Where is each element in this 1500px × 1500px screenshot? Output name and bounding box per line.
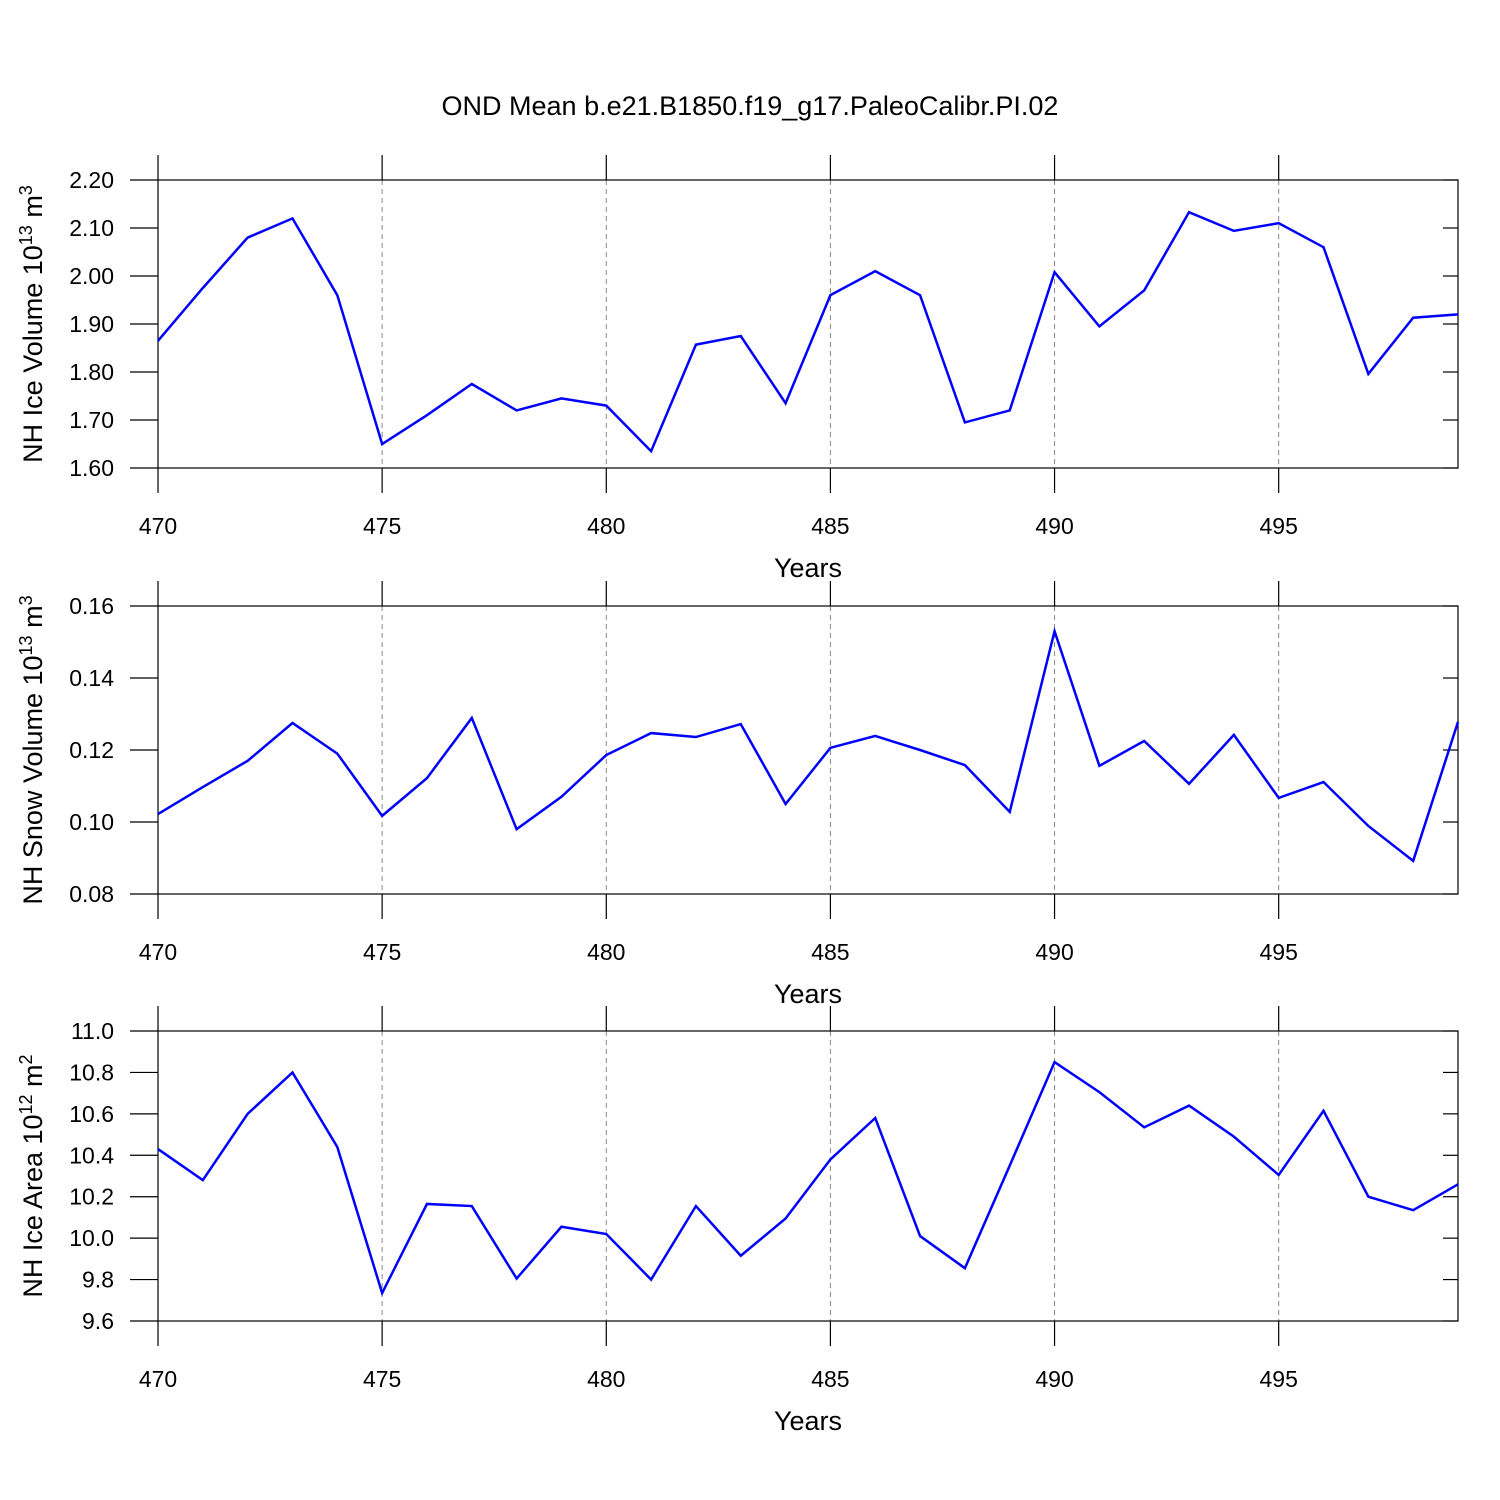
figure-title: OND Mean b.e21.B1850.f19_g17.PaleoCalibr… bbox=[442, 91, 1059, 121]
y-tick-label: 2.10 bbox=[69, 215, 114, 241]
y-tick-label: 10.4 bbox=[69, 1142, 114, 1168]
x-tick-label: 480 bbox=[587, 1366, 625, 1392]
x-axis-label: Years bbox=[774, 1406, 842, 1436]
y-axis-label-superscript: 3 bbox=[16, 595, 36, 605]
y-axis-label-part: NH Ice Volume 10 bbox=[18, 245, 48, 463]
y-axis-label-part: m bbox=[18, 605, 48, 635]
x-tick-label: 495 bbox=[1260, 513, 1298, 539]
plot-frame bbox=[157, 1030, 1459, 1322]
y-axis-label: NH Ice Area 1012 m2 bbox=[16, 1054, 48, 1297]
x-tick-label: 475 bbox=[363, 513, 401, 539]
x-tick-label: 495 bbox=[1260, 939, 1298, 965]
x-tick-label: 475 bbox=[363, 1366, 401, 1392]
x-tick-label: 475 bbox=[363, 939, 401, 965]
x-tick-label: 485 bbox=[811, 1366, 849, 1392]
y-tick-label: 9.6 bbox=[82, 1308, 114, 1334]
y-axis-label-superscript: 12 bbox=[16, 1094, 36, 1114]
y-tick-label: 0.12 bbox=[69, 737, 114, 763]
x-tick-label: 485 bbox=[811, 939, 849, 965]
y-axis-label-superscript: 13 bbox=[16, 225, 36, 245]
y-tick-label: 10.0 bbox=[69, 1225, 114, 1251]
y-tick-label: 2.00 bbox=[69, 263, 114, 289]
y-axis-label-part: m bbox=[18, 1064, 48, 1094]
y-tick-label: 0.08 bbox=[69, 881, 114, 907]
y-axis-label-part: NH Ice Area 10 bbox=[18, 1114, 48, 1297]
y-tick-label: 11.0 bbox=[71, 1018, 114, 1044]
y-tick-label: 1.60 bbox=[69, 455, 114, 481]
y-tick-label: 10.6 bbox=[69, 1101, 114, 1127]
plot-frame bbox=[157, 179, 1459, 469]
y-axis-label-superscript: 3 bbox=[16, 185, 36, 195]
x-tick-label: 495 bbox=[1260, 1366, 1298, 1392]
y-axis-label-part: NH Snow Volume 10 bbox=[18, 655, 48, 904]
y-tick-label: 1.80 bbox=[69, 359, 114, 385]
y-tick-label: 1.90 bbox=[69, 311, 114, 337]
y-axis-label: NH Ice Volume 1013 m3 bbox=[16, 185, 48, 463]
y-tick-label: 9.8 bbox=[82, 1267, 114, 1293]
y-tick-label: 10.8 bbox=[69, 1059, 114, 1085]
plot-frame bbox=[157, 605, 1459, 895]
x-tick-label: 470 bbox=[139, 939, 177, 965]
x-tick-label: 490 bbox=[1035, 513, 1073, 539]
x-tick-label: 470 bbox=[139, 1366, 177, 1392]
y-tick-label: 0.10 bbox=[69, 809, 114, 835]
y-axis-label: NH Snow Volume 1013 m3 bbox=[16, 595, 48, 904]
x-axis-label: Years bbox=[774, 979, 842, 1009]
data-line bbox=[157, 626, 1460, 863]
x-tick-label: 490 bbox=[1035, 939, 1073, 965]
y-tick-label: 2.20 bbox=[69, 167, 114, 193]
y-tick-label: 1.70 bbox=[69, 407, 114, 433]
x-tick-label: 470 bbox=[139, 513, 177, 539]
y-axis-label-superscript: 2 bbox=[16, 1054, 36, 1064]
x-tick-label: 480 bbox=[587, 939, 625, 965]
y-tick-label: 0.16 bbox=[69, 593, 114, 619]
x-axis-label: Years bbox=[774, 553, 842, 583]
y-tick-label: 0.14 bbox=[69, 665, 114, 691]
y-axis-label-superscript: 13 bbox=[16, 635, 36, 655]
y-tick-label: 10.2 bbox=[69, 1184, 114, 1210]
x-tick-label: 490 bbox=[1035, 1366, 1073, 1392]
data-line bbox=[157, 1060, 1459, 1297]
x-tick-label: 485 bbox=[811, 513, 849, 539]
data-line bbox=[157, 210, 1459, 454]
x-tick-label: 480 bbox=[587, 513, 625, 539]
y-axis-label-part: m bbox=[18, 195, 48, 225]
